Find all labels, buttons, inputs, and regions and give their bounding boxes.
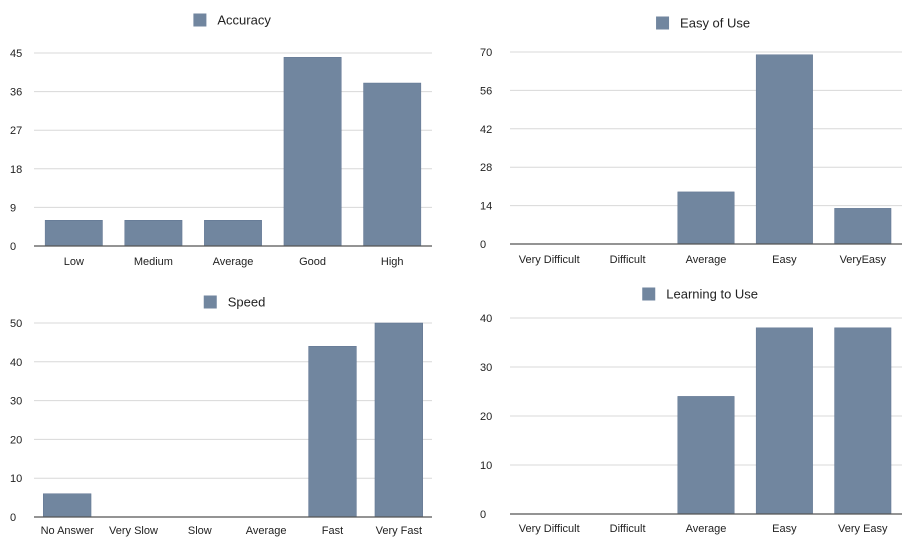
y-tick-label: 27 [10,125,22,137]
bar [363,82,422,247]
bar [204,220,262,247]
x-tick-label: Very Difficult [519,523,580,535]
y-tick-label: 14 [480,201,492,213]
chart-svg: Easy of Use 0 14 28 42 56 70 Very Difficult Diff… [480,15,902,266]
y-tick-label: 20 [480,411,492,423]
x-tick-label: Easy [772,254,797,266]
x-tick-label: Fast [322,525,343,537]
bar [834,208,892,245]
y-tick-label: 70 [480,47,492,59]
y-tick-label: 42 [480,124,492,136]
x-tick-label: Average [213,256,254,268]
y-tick-label: 10 [10,473,22,485]
y-tick-label: 56 [480,85,492,97]
x-tick-label: Very Fast [376,525,422,537]
y-tick-label: 0 [480,509,486,521]
x-tick-label: High [381,256,404,268]
legend-swatch [203,295,217,309]
bar [834,327,892,515]
y-tick-label: 50 [10,318,22,330]
y-tick-label: 0 [10,241,16,253]
y-tick-label: 30 [480,362,492,374]
chart-svg: Accuracy 0 9 18 27 36 45 Low Medium Average Good Hi… [10,12,432,268]
x-tick-label: Average [246,525,287,537]
x-tick-label: Average [686,254,727,266]
x-tick-label: Very Slow [109,525,158,537]
x-tick-label: Very Difficult [519,254,580,266]
bar [44,220,103,247]
legend-swatch [656,16,670,30]
bar [677,191,735,245]
legend: Accuracy [193,12,271,27]
chart-learning-to-use: Learning to Use 0 10 20 30 40 Very Difficult Di… [470,277,902,539]
legend: Easy of Use [656,15,750,30]
x-tick-label: No Answer [41,525,95,537]
y-tick-label: 40 [10,357,22,369]
legend: Speed [203,294,266,309]
y-tick-label: 20 [10,434,22,446]
legend: Learning to Use [642,286,758,301]
y-tick-label: 9 [10,202,16,214]
y-tick-label: 28 [480,162,492,174]
chart-svg: Learning to Use 0 10 20 30 40 Very Difficult Di… [480,286,902,535]
chart-speed: Speed 0 10 20 30 40 50 No Answer Very Slow Slow Av… [0,283,440,539]
x-tick-label: Difficult [610,523,646,535]
legend-label: Easy of Use [680,15,750,30]
legend-label: Speed [228,294,266,309]
x-tick-label: VeryEasy [840,254,887,266]
legend-swatch [193,13,207,27]
chart-svg: Speed 0 10 20 30 40 50 No Answer Very Slow Slow Av… [10,294,432,537]
x-tick-label: Easy [772,523,797,535]
y-tick-label: 0 [10,512,16,524]
y-tick-label: 30 [10,396,22,408]
legend-label: Accuracy [217,12,271,27]
bar [283,57,342,247]
bar [755,327,813,515]
bar [755,54,813,245]
y-tick-label: 0 [480,239,486,251]
bar [374,322,423,518]
bar [43,493,92,518]
legend-label: Learning to Use [666,286,758,301]
y-tick-label: 18 [10,164,22,176]
x-tick-label: Good [299,256,326,268]
y-tick-label: 45 [10,48,22,60]
x-tick-label: Slow [188,525,212,537]
x-tick-label: Low [64,256,84,268]
chart-easy-of-use: Easy of Use 0 14 28 42 56 70 Very Difficult Diff… [470,0,902,275]
legend-swatch [642,287,656,301]
bar [308,346,357,518]
x-tick-label: Average [686,523,727,535]
y-tick-label: 40 [480,313,492,325]
y-tick-label: 36 [10,87,22,99]
x-tick-label: Difficult [610,254,646,266]
x-tick-label: Medium [134,256,173,268]
bar [677,396,735,515]
bar [124,220,183,247]
chart-accuracy: Accuracy 0 9 18 27 36 45 Low Medium Average Good Hi… [0,0,440,275]
y-tick-label: 10 [480,460,492,472]
x-tick-label: Very Easy [838,523,888,535]
